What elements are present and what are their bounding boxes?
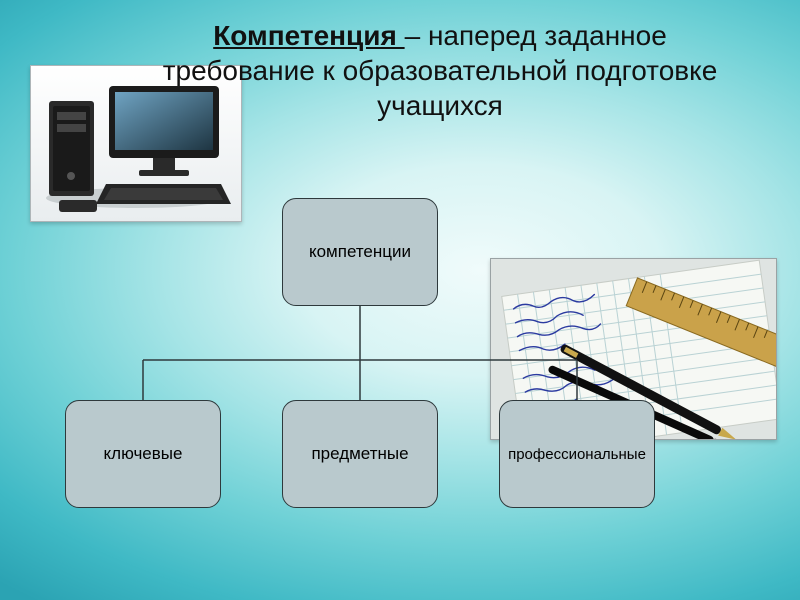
tree-child-label: предметные [311, 444, 408, 464]
tree-child-node: профессиональные [499, 400, 655, 508]
slide-title: Компетенция – наперед заданное требовани… [160, 18, 720, 123]
tree-root-label: компетенции [309, 242, 411, 262]
tree-root-node: компетенции [282, 198, 438, 306]
title-term: Компетенция [213, 20, 404, 51]
tree-child-label: профессиональные [508, 446, 646, 463]
tree-child-label: ключевые [104, 444, 183, 464]
tree-child-node: ключевые [65, 400, 221, 508]
slide: Компетенция – наперед заданное требовани… [0, 0, 800, 600]
tree-child-node: предметные [282, 400, 438, 508]
